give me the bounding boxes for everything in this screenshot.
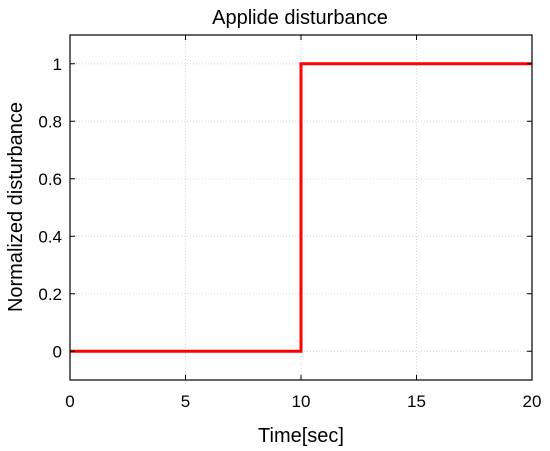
x-tick-label: 10 bbox=[292, 392, 311, 411]
x-axis-label: Time[sec] bbox=[258, 425, 344, 447]
ticks: 0 5 10 15 20 0 0.2 0.4 0.6 0.8 1 bbox=[38, 35, 541, 411]
chart-title: Applide disturbance bbox=[212, 7, 388, 29]
y-tick-label: 0 bbox=[53, 342, 62, 361]
y-tick-label: 0.2 bbox=[38, 285, 62, 304]
x-tick-label: 0 bbox=[65, 392, 74, 411]
y-tick-label: 0.4 bbox=[38, 227, 62, 246]
y-axis-label: Normalized disturbance bbox=[5, 102, 27, 312]
y-tick-label: 1 bbox=[53, 55, 62, 74]
plot-series bbox=[70, 62, 532, 353]
x-tick-label: 5 bbox=[181, 392, 190, 411]
x-tick-label: 15 bbox=[407, 392, 426, 411]
y-tick-label: 0.8 bbox=[38, 112, 62, 131]
x-tick-label: 20 bbox=[523, 392, 542, 411]
y-tick-label: 0.6 bbox=[38, 170, 62, 189]
series-line-0 bbox=[70, 62, 532, 353]
